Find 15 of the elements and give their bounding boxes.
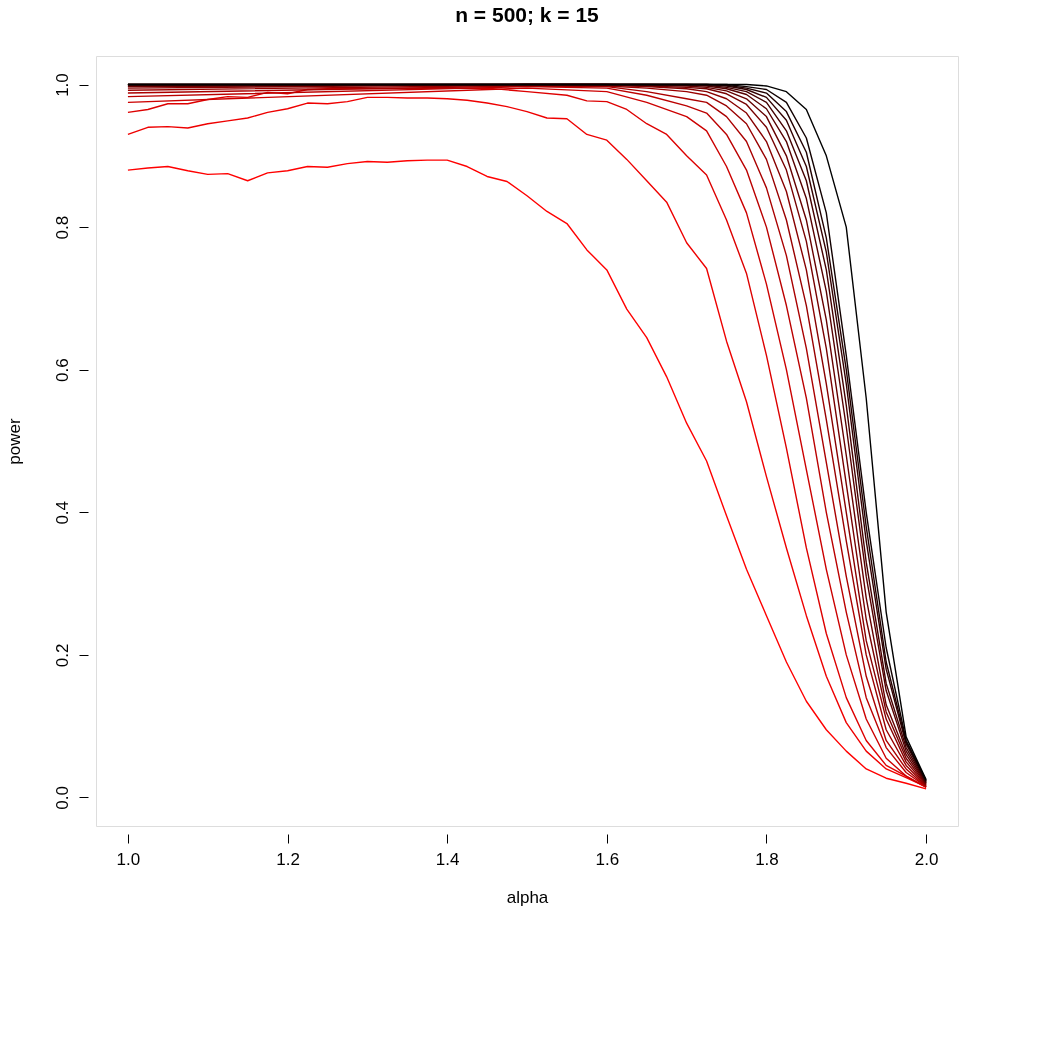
x-tick-label: 1.6 [595,849,620,869]
y-tick-label: 0.2 [52,643,72,668]
x-tick-label: 1.2 [276,849,300,869]
y-tick-label: 0.8 [52,215,72,240]
y-axis-title: power [4,418,24,465]
y-tick-label: 0.4 [52,500,72,525]
chart-title: n = 500; k = 15 [455,3,600,26]
y-tick-label: 0.0 [52,786,72,810]
x-tick-label: 1.4 [435,849,460,869]
x-axis-title: alpha [506,887,549,907]
x-tick-label: 1.8 [755,849,779,869]
y-tick-label: 1.0 [52,73,72,97]
x-tick-label: 1.0 [116,849,141,869]
y-tick-label: 0.6 [52,358,72,383]
x-tick-label: 2.0 [914,849,939,869]
